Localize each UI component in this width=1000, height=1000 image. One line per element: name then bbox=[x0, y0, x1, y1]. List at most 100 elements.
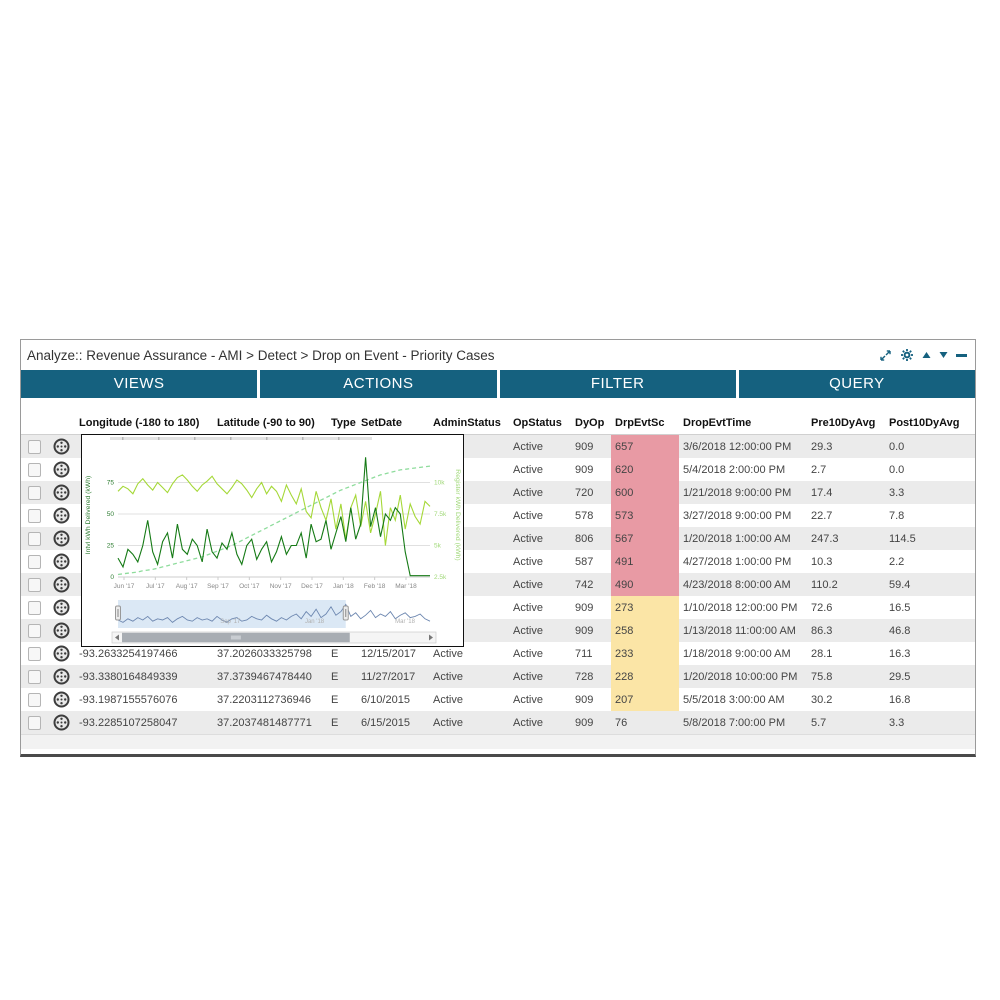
row-checkbox[interactable] bbox=[27, 646, 41, 661]
column-header-drop_evt_time[interactable]: DropEvtTime bbox=[683, 417, 752, 429]
cell-op_status: Active bbox=[513, 486, 543, 499]
cell-icon bbox=[47, 573, 75, 596]
cell-drop_evt_time: 1/10/2018 12:00:00 PM bbox=[683, 601, 798, 614]
score-badge: 207 bbox=[611, 688, 679, 711]
cell-type: E bbox=[331, 716, 339, 729]
meter-icon[interactable] bbox=[53, 438, 70, 455]
chart-top-scrollbar[interactable] bbox=[110, 437, 372, 440]
cell-longitude: -93.3380164849339 bbox=[79, 670, 178, 683]
cell-post10dyavg: 16.5 bbox=[889, 601, 911, 614]
row-checkbox[interactable] bbox=[27, 531, 41, 546]
cell-icon bbox=[47, 619, 75, 642]
gear-icon[interactable] bbox=[900, 348, 914, 362]
meter-icon[interactable] bbox=[53, 714, 70, 731]
meter-icon[interactable] bbox=[53, 461, 70, 478]
cell-op_status: Active bbox=[513, 532, 543, 545]
cell-pre10dyavg: 29.3 bbox=[811, 440, 833, 453]
meter-icon[interactable] bbox=[53, 599, 70, 616]
row-checkbox[interactable] bbox=[27, 692, 41, 707]
cell-checkbox bbox=[21, 481, 47, 504]
cell-op_status: Active bbox=[513, 509, 543, 522]
expand-icon[interactable] bbox=[879, 349, 892, 362]
x-axis-tick: Mar '18 bbox=[395, 583, 417, 590]
tab-query[interactable]: QUERY bbox=[738, 370, 975, 398]
row-checkbox[interactable] bbox=[27, 577, 41, 592]
cell-icon bbox=[47, 504, 75, 527]
cell-dy_op: 909 bbox=[575, 624, 594, 637]
cell-op_status: Active bbox=[513, 578, 543, 591]
meter-icon[interactable] bbox=[53, 530, 70, 547]
cell-pre10dyavg: 75.8 bbox=[811, 670, 833, 683]
cell-latitude: 37.2026033325798 bbox=[217, 647, 312, 660]
cell-op_status: Active bbox=[513, 647, 543, 660]
cell-drop_evt_time: 5/5/2018 3:00:00 AM bbox=[683, 693, 785, 706]
minimize-icon[interactable] bbox=[956, 351, 967, 359]
meter-icon[interactable] bbox=[53, 691, 70, 708]
table-row: -93.3380164849339 37.3739467478440 E 11/27/… bbox=[21, 665, 975, 688]
cell-dy_op: 578 bbox=[575, 509, 594, 522]
column-header-dy_op[interactable]: DyOp bbox=[575, 417, 605, 429]
meter-icon[interactable] bbox=[53, 668, 70, 685]
column-header-post10dyavg[interactable]: Post10DyAvg bbox=[889, 417, 959, 429]
tab-actions[interactable]: ACTIONS bbox=[260, 370, 497, 398]
titlebar-icons bbox=[879, 348, 967, 362]
cell-post10dyavg: 0.0 bbox=[889, 440, 905, 453]
meter-icon[interactable] bbox=[53, 553, 70, 570]
cell-op_status: Active bbox=[513, 440, 543, 453]
cell-drop_evt_time: 5/8/2018 7:00:00 PM bbox=[683, 716, 786, 729]
column-header-pre10dyavg[interactable]: Pre10DyAvg bbox=[811, 417, 876, 429]
column-header-latitude[interactable]: Latitude (-90 to 90) bbox=[217, 417, 315, 429]
tab-views[interactable]: VIEWS bbox=[21, 370, 258, 398]
column-header-drp_evt_sc[interactable]: DrpEvtSc bbox=[615, 417, 665, 429]
cell-dy_op: 909 bbox=[575, 440, 594, 453]
row-checkbox[interactable] bbox=[27, 554, 41, 569]
cell-longitude: -93.2633254197466 bbox=[79, 647, 178, 660]
meter-icon[interactable] bbox=[53, 576, 70, 593]
scroll-left-icon[interactable] bbox=[115, 634, 119, 641]
cell-op_status: Active bbox=[513, 693, 543, 706]
row-checkbox[interactable] bbox=[27, 669, 41, 684]
score-badge: 600 bbox=[611, 481, 679, 504]
cell-post10dyavg: 16.3 bbox=[889, 647, 911, 660]
navigator-label: Mar '18 bbox=[395, 619, 415, 625]
column-header-admin_status[interactable]: AdminStatus bbox=[433, 417, 501, 429]
cell-op_status: Active bbox=[513, 624, 543, 637]
row-checkbox[interactable] bbox=[27, 623, 41, 638]
cell-admin_status: Active bbox=[433, 670, 463, 683]
tab-filter[interactable]: FILTER bbox=[499, 370, 736, 398]
column-header-type[interactable]: Type bbox=[331, 417, 356, 429]
cell-dy_op: 806 bbox=[575, 532, 594, 545]
meter-icon[interactable] bbox=[53, 507, 70, 524]
scroll-right-icon[interactable] bbox=[429, 634, 433, 641]
row-checkbox[interactable] bbox=[27, 462, 41, 477]
cell-icon bbox=[47, 435, 75, 458]
cell-icon bbox=[47, 665, 75, 688]
row-checkbox[interactable] bbox=[27, 485, 41, 500]
cell-drop_evt_time: 3/27/2018 9:00:00 PM bbox=[683, 509, 792, 522]
triangle-up-icon[interactable] bbox=[922, 351, 931, 359]
cell-icon bbox=[47, 527, 75, 550]
cell-pre10dyavg: 28.1 bbox=[811, 647, 833, 660]
row-checkbox[interactable] bbox=[27, 439, 41, 454]
score-badge: 620 bbox=[611, 458, 679, 481]
cell-dy_op: 909 bbox=[575, 716, 594, 729]
row-checkbox[interactable] bbox=[27, 600, 41, 615]
meter-icon[interactable] bbox=[53, 645, 70, 662]
score-badge: 233 bbox=[611, 642, 679, 665]
column-header-set_date[interactable]: SetDate bbox=[361, 417, 402, 429]
score-badge: 567 bbox=[611, 527, 679, 550]
meter-icon[interactable] bbox=[53, 484, 70, 501]
cell-post10dyavg: 2.2 bbox=[889, 555, 905, 568]
cell-checkbox bbox=[21, 504, 47, 527]
row-checkbox[interactable] bbox=[27, 508, 41, 523]
score-badge: 273 bbox=[611, 596, 679, 619]
column-header-op_status[interactable]: OpStatus bbox=[513, 417, 562, 429]
column-header-longitude[interactable]: Longitude (-180 to 180) bbox=[79, 417, 200, 429]
meter-icon[interactable] bbox=[53, 622, 70, 639]
triangle-down-icon[interactable] bbox=[939, 351, 948, 359]
navigator-selection[interactable] bbox=[118, 600, 346, 628]
cell-latitude: 37.3739467478440 bbox=[217, 670, 312, 683]
cell-op_status: Active bbox=[513, 463, 543, 476]
row-checkbox[interactable] bbox=[27, 715, 41, 730]
